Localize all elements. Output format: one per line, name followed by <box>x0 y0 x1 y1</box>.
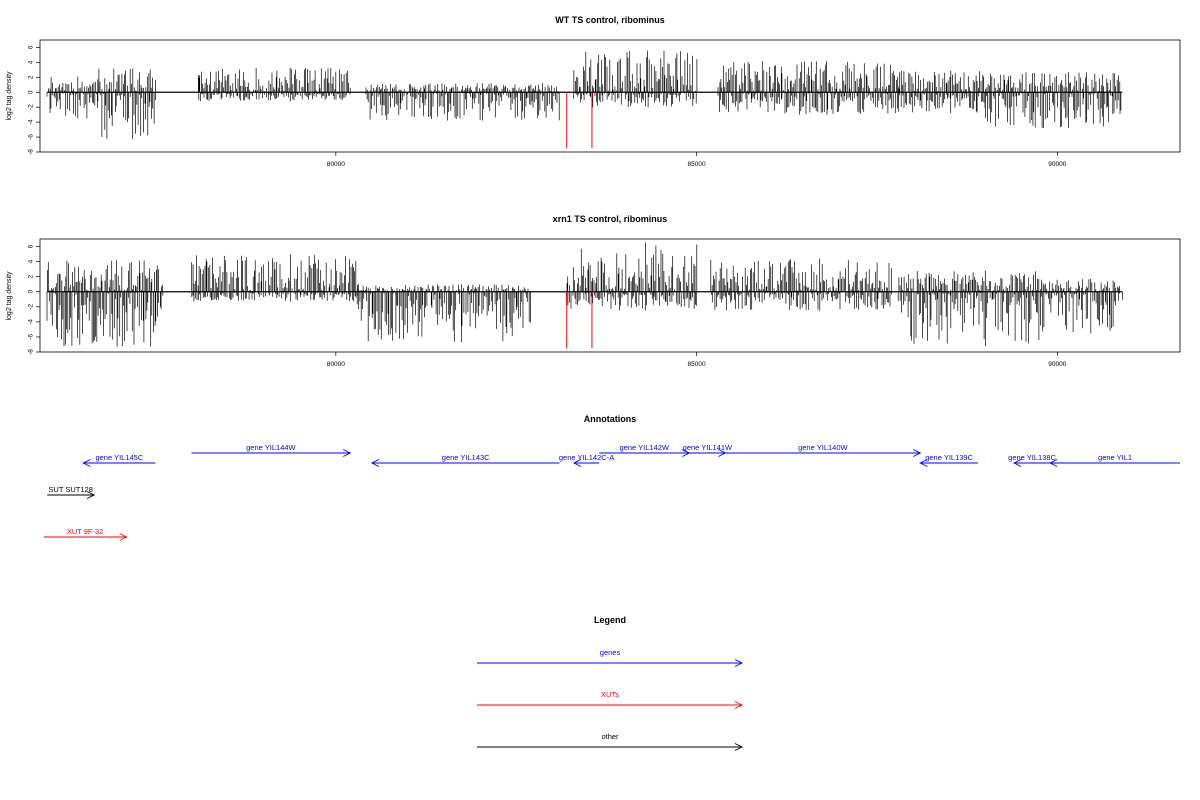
y-tick-label: 6 <box>28 244 35 248</box>
feature-label: gene YIL142C-A <box>559 453 614 462</box>
feature-arrowhead <box>82 459 91 467</box>
annotation-feature: SUT SUT128 <box>47 485 96 499</box>
density-spikes <box>46 50 1122 140</box>
y-tick-label: -8 <box>28 149 35 155</box>
y-tick-label: 4 <box>28 259 35 263</box>
legend-entry: other <box>477 732 744 751</box>
xrn1-density-bars <box>46 242 1123 347</box>
feature-arrowhead <box>682 449 691 457</box>
annotation-features: gene YIL145C gene YIL144W gene YIL143C gene… <box>43 443 1180 541</box>
annotation-feature: gene YIL141W <box>683 443 733 457</box>
legend-label: other <box>601 732 619 741</box>
legend-arrowhead <box>734 701 744 709</box>
legend-label: XUTs <box>601 690 619 699</box>
y-tick-label: -6 <box>28 134 35 140</box>
wt-y-axis-label: log2 tag density <box>6 71 13 121</box>
y-tick-label: 4 <box>28 60 35 64</box>
x-tick-label: 90000 <box>1048 161 1066 168</box>
legend-arrowhead <box>734 743 744 751</box>
wt-x-ticks: 80000 85000 90000 <box>327 152 1067 168</box>
legend: Legend genes XUTs other <box>477 615 744 751</box>
y-tick-label: 0 <box>28 290 35 294</box>
wt-red-markers <box>566 92 593 149</box>
legend-label: genes <box>600 648 621 657</box>
x-tick-label: 90000 <box>1048 361 1066 368</box>
legend-arrowhead <box>734 659 744 667</box>
density-spikes <box>46 242 1123 347</box>
feature-arrowhead <box>343 449 352 457</box>
feature-arrowhead <box>1013 459 1022 467</box>
xrn1-panel-title: xrn1 TS control, ribominus <box>553 214 668 224</box>
y-tick-label: -6 <box>28 334 35 340</box>
legend-entries: genes XUTs other <box>477 648 744 751</box>
feature-label: gene YIL142W <box>620 443 670 452</box>
feature-label: gene YIL144W <box>246 443 296 452</box>
annotation-feature: gene YIL140W <box>725 443 922 457</box>
xrn1-density-panel: xrn1 TS control, ribominus log2 tag dens… <box>6 214 1181 368</box>
xrn1-red-markers <box>566 291 593 349</box>
feature-arrowhead <box>718 449 727 457</box>
annotation-feature: gene YIL145C <box>82 453 156 467</box>
x-tick-label: 85000 <box>688 161 706 168</box>
feature-label: gene YIL139C <box>925 453 973 462</box>
annotation-feature: gene YIL138C <box>1008 453 1057 467</box>
feature-arrowhead <box>913 449 922 457</box>
feature-arrowhead <box>86 491 96 499</box>
feature-label: gene YIL145C <box>95 453 143 462</box>
xrn1-y-ticks: 6 4 2 0 -2 -4 -6 -8 <box>28 244 40 355</box>
legend-entry: XUTs <box>477 690 744 709</box>
legend-title: Legend <box>594 615 626 625</box>
y-tick-label: 0 <box>28 90 35 94</box>
annotations-title: Annotations <box>584 414 637 424</box>
x-tick-label: 80000 <box>327 361 345 368</box>
feature-label: gene YIL1 <box>1098 453 1132 462</box>
annotation-feature: gene YIL142W <box>599 443 691 457</box>
feature-label: SUT SUT128 <box>48 485 92 494</box>
annotation-feature: gene YIL142C-A <box>559 453 614 467</box>
feature-arrowhead <box>370 459 380 467</box>
x-tick-label: 85000 <box>688 361 706 368</box>
y-tick-label: -2 <box>28 104 35 110</box>
xrn1-y-axis-label: log2 tag density <box>6 271 13 321</box>
feature-label: gene YIL143C <box>442 453 490 462</box>
wt-density-panel: WT TS control, ribominus log2 tag densit… <box>6 15 1181 168</box>
y-tick-label: -8 <box>28 349 35 355</box>
wt-y-ticks: 6 4 2 0 -2 -4 -6 -8 <box>28 45 40 155</box>
feature-label: XUT 9F-32 <box>67 527 104 536</box>
feature-arrowhead <box>572 459 582 467</box>
x-tick-label: 80000 <box>327 161 345 168</box>
annotation-feature: gene YIL143C <box>370 453 560 467</box>
annotation-feature: gene YIL1 <box>1049 453 1180 467</box>
y-tick-label: 2 <box>28 75 35 79</box>
y-tick-label: -2 <box>28 304 35 310</box>
xrn1-x-ticks: 80000 85000 90000 <box>327 352 1067 368</box>
legend-entry: genes <box>477 648 744 667</box>
y-tick-label: -4 <box>28 319 35 325</box>
y-tick-label: 2 <box>28 274 35 278</box>
feature-arrowhead <box>919 459 928 467</box>
feature-label: gene YIL138C <box>1008 453 1056 462</box>
annotation-feature: XUT 9F-32 <box>43 527 128 541</box>
y-tick-label: -4 <box>28 119 35 125</box>
feature-arrowhead <box>1049 459 1058 467</box>
wt-plot-frame <box>39 39 1181 153</box>
feature-arrowhead <box>119 533 128 541</box>
feature-label: gene YIL141W <box>683 443 733 452</box>
xrn1-plot-frame <box>39 238 1181 353</box>
annotation-feature: gene YIL144W <box>191 443 352 457</box>
y-tick-label: 6 <box>28 45 35 49</box>
wt-density-bars <box>46 50 1122 140</box>
feature-label: gene YIL140W <box>798 443 848 452</box>
wt-panel-title: WT TS control, ribominus <box>555 15 665 25</box>
annotation-feature: gene YIL139C <box>919 453 978 467</box>
